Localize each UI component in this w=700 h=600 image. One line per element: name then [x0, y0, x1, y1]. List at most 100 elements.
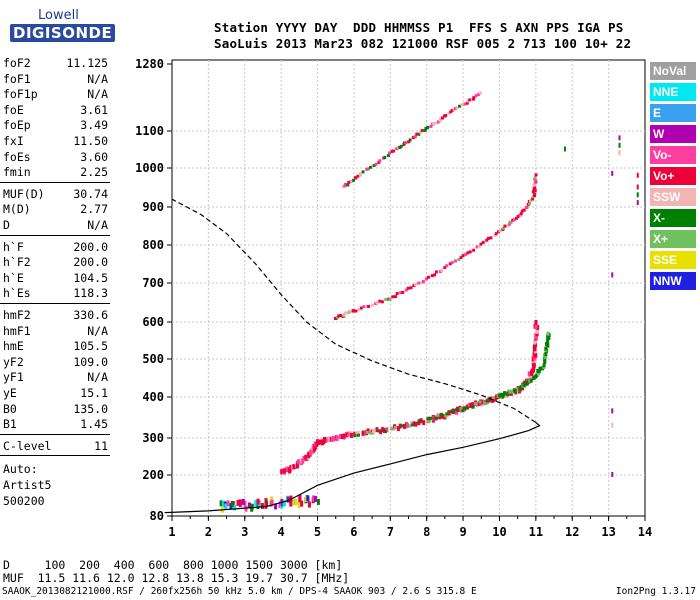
o-trace-echo: [533, 339, 537, 345]
o-trace-echo: [453, 408, 457, 414]
o-trace-echo: [534, 319, 538, 325]
second-hop-echo: [370, 303, 374, 307]
second-hop-echo: [414, 282, 418, 286]
third-hop-echo: [356, 174, 360, 178]
density-profile-line: [164, 421, 541, 514]
o-trace-echo: [345, 432, 349, 438]
x-trace-echo: [485, 399, 489, 403]
third-hop-echo: [361, 170, 365, 174]
third-hop-echo: [455, 106, 459, 110]
param-name: hmF2: [3, 308, 31, 322]
param-name: D: [3, 218, 10, 232]
third-hop-echo: [429, 124, 433, 128]
param-value: 135.0: [73, 401, 108, 416]
third-hop-echo: [369, 165, 373, 169]
digisonde-logo: Lowell DIGISONDE: [6, 8, 146, 48]
x-trace-echo: [451, 409, 455, 413]
param-name: C-level: [3, 438, 52, 453]
second-hop-echo: [533, 176, 537, 180]
second-hop-echo: [515, 216, 519, 220]
third-hop-echo: [408, 138, 412, 142]
es-trace-echo: [230, 500, 234, 507]
second-hop-echo: [399, 291, 403, 295]
es-trace-echo: [270, 496, 274, 503]
o-trace-echo: [379, 429, 383, 435]
legend-item-vo-: Vo-: [650, 146, 696, 164]
param-value: 109.0: [73, 354, 108, 369]
es-trace-echo: [256, 498, 260, 505]
stray-echo: [636, 172, 639, 178]
y-tick-label: 600: [142, 315, 164, 329]
second-hop-echo: [506, 224, 510, 228]
o-trace-echo: [445, 413, 449, 419]
x-tick-label: 7: [387, 525, 394, 539]
o-trace-echo: [319, 439, 323, 445]
o-trace-echo: [535, 328, 539, 334]
es-trace-echo: [294, 498, 298, 505]
o-trace-echo: [361, 430, 365, 436]
es-trace-echo: [260, 503, 264, 510]
third-hop-echo: [413, 135, 417, 139]
x-trace-echo: [408, 424, 412, 428]
second-hop-echo: [404, 288, 408, 292]
param-value: 2.25: [80, 165, 108, 180]
param-name: h`F2: [3, 255, 31, 270]
o-trace-echo: [419, 418, 423, 424]
second-hop-echo: [351, 309, 355, 313]
o-trace-echo: [534, 352, 538, 358]
param-row: h`F2 200.0: [0, 255, 110, 271]
legend-item-sse: SSE: [650, 251, 696, 269]
x-trace-echo: [546, 339, 550, 344]
param-row: foF1 N/A: [0, 72, 110, 88]
es-trace-echo: [289, 500, 293, 507]
o-trace-echo: [534, 323, 538, 329]
second-hop-echo: [362, 305, 366, 309]
third-hop-echo: [372, 164, 376, 168]
second-hop-echo: [497, 230, 501, 234]
param-row: MUF(D) 30.74: [0, 187, 110, 203]
stray-echo: [618, 150, 621, 156]
second-hop-echo: [348, 309, 352, 313]
second-hop-echo: [421, 280, 425, 284]
stray-echo: [618, 142, 621, 148]
o-trace-echo: [310, 448, 314, 454]
es-trace-echo: [236, 499, 240, 506]
es-trace-echo: [254, 499, 258, 506]
third-hop-echo: [365, 167, 369, 171]
es-trace-echo: [306, 495, 310, 502]
second-hop-echo: [509, 221, 513, 225]
stray-echo: [636, 184, 639, 190]
third-hop-echo: [465, 101, 469, 105]
param-row: foF2 11.125: [0, 56, 110, 72]
third-hop-echo: [437, 120, 441, 124]
param-name: fmin: [3, 165, 31, 180]
x-trace-echo: [536, 368, 540, 373]
param-row: h`F 200.0: [0, 240, 110, 256]
param-name: hmE: [3, 339, 24, 354]
third-hop-echo: [417, 132, 421, 136]
stray-echo: [611, 472, 614, 477]
x-trace-echo: [525, 381, 529, 386]
o-trace-echo: [533, 355, 537, 361]
param-row: hmF1 N/A: [0, 324, 110, 340]
second-hop-echo: [417, 281, 421, 285]
param-value: 3.60: [80, 149, 108, 164]
x-tick-label: 13: [601, 525, 615, 539]
second-hop-echo: [493, 233, 497, 237]
param-name: h`Es: [3, 286, 31, 301]
o-trace-echo: [297, 459, 301, 465]
param-value: 105.5: [73, 339, 108, 354]
param-value: 11.125: [66, 56, 108, 70]
o-trace-echo: [289, 464, 293, 470]
header-field-names: Station YYYY DAY DDD HHMMSS P1 FFS S AXN…: [214, 20, 624, 35]
x-trace-echo: [529, 378, 533, 383]
second-hop-echo: [461, 254, 465, 258]
o-trace-echo: [353, 431, 357, 437]
es-trace-echo: [250, 505, 254, 512]
third-hop-echo: [346, 183, 350, 187]
es-trace-echo: [219, 500, 223, 507]
third-hop-echo: [402, 143, 406, 147]
second-hop-echo: [503, 224, 507, 228]
third-hop-echo: [453, 107, 457, 111]
